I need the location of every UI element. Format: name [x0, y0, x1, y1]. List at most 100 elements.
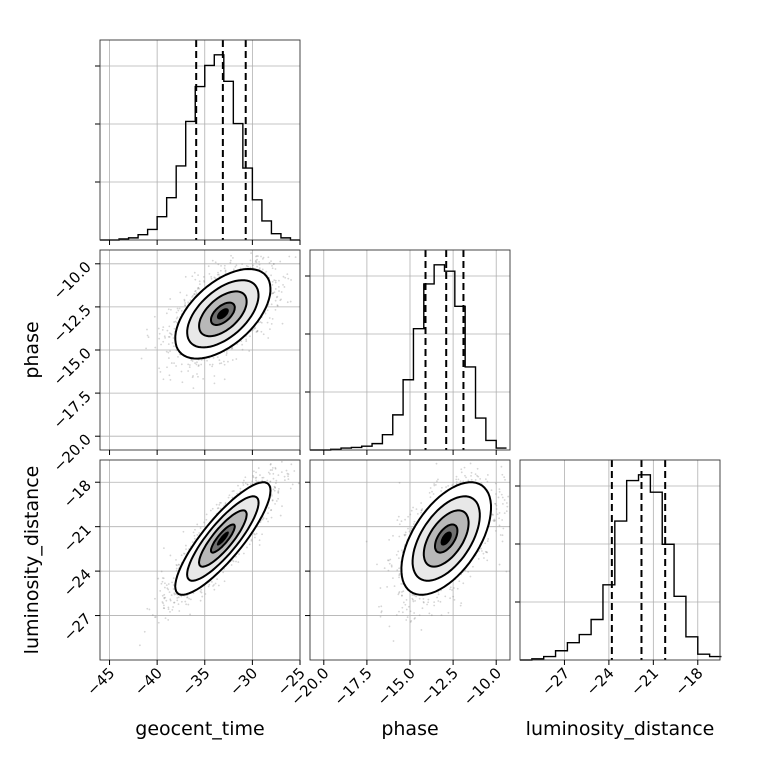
scatter-point	[191, 275, 194, 278]
scatter-point	[259, 474, 261, 476]
scatter-point	[498, 517, 500, 520]
x-tick-label: −40	[131, 664, 166, 699]
scatter-point	[242, 484, 245, 486]
scatter-point	[193, 534, 196, 537]
scatter-point	[183, 552, 186, 555]
scatter-point	[261, 533, 263, 536]
scatter-point	[470, 474, 472, 477]
scatter-point	[272, 488, 275, 491]
scatter-point	[254, 259, 257, 262]
scatter-point	[429, 487, 432, 489]
scatter-point	[234, 265, 237, 268]
scatter-point	[483, 444, 485, 446]
scatter-point	[279, 260, 282, 263]
y-tick-label: −15.0	[50, 344, 95, 389]
scatter-point	[162, 326, 165, 329]
scatter-point	[188, 366, 191, 369]
scatter-point	[388, 538, 391, 541]
scatter-point	[269, 480, 272, 483]
scatter-point	[380, 610, 383, 612]
scatter-point	[242, 482, 244, 484]
scatter-point	[433, 601, 436, 604]
scatter-point	[244, 482, 247, 485]
scatter-point	[491, 513, 494, 516]
scatter-point	[218, 359, 221, 362]
scatter-point	[196, 534, 199, 536]
scatter-point	[178, 564, 180, 566]
scatter-point	[220, 501, 222, 504]
scatter-point	[168, 325, 171, 328]
scatter-point	[146, 334, 149, 337]
scatter-point	[162, 547, 165, 550]
scatter-point	[146, 328, 148, 331]
scatter-point	[502, 527, 505, 530]
scatter-point	[272, 472, 275, 475]
joint-panel-geocent-time-vs-luminosity-distance: −45 −40 −35 −30 −25−27−24−21−18	[60, 459, 309, 699]
scatter-point	[242, 479, 245, 482]
scatter-point	[245, 338, 248, 341]
scatter-point	[494, 503, 497, 505]
scatter-point	[252, 474, 255, 477]
scatter-point	[275, 479, 278, 482]
scatter-point	[167, 583, 170, 585]
scatter-point	[411, 594, 414, 596]
scatter-point	[158, 337, 161, 340]
scatter-point	[269, 480, 272, 483]
scatter-point	[252, 264, 255, 267]
y-tick-label: −10.0	[50, 258, 95, 303]
scatter-point	[427, 598, 430, 601]
scatter-point	[262, 517, 265, 520]
scatter-point	[430, 614, 433, 617]
x-tick-label: −30	[226, 664, 261, 699]
scatter-point	[409, 610, 412, 613]
scatter-point	[398, 481, 401, 484]
scatter-point	[283, 286, 286, 288]
scatter-point	[172, 345, 175, 348]
scatter-point	[188, 364, 191, 366]
contour-line	[174, 481, 272, 596]
scatter-point	[449, 586, 452, 589]
scatter-point	[183, 299, 186, 302]
scatter-point	[498, 490, 501, 493]
scatter-point	[173, 362, 175, 365]
y-tick-label: −24	[60, 565, 95, 600]
scatter-point	[196, 373, 198, 375]
scatter-point	[272, 263, 275, 265]
scatter-point	[211, 363, 214, 366]
scatter-point	[154, 616, 156, 618]
scatter-point	[251, 480, 254, 483]
scatter-point	[180, 370, 183, 373]
scatter-point	[198, 287, 201, 290]
scatter-point	[499, 534, 502, 536]
scatter-point	[184, 304, 187, 307]
scatter-point	[397, 515, 400, 518]
scatter-point	[261, 518, 264, 521]
scatter-point	[387, 569, 390, 572]
scatter-point	[211, 259, 214, 262]
scatter-point	[216, 507, 219, 510]
scatter-point	[281, 505, 283, 508]
scatter-point	[267, 256, 270, 259]
scatter-point	[274, 486, 276, 489]
scatter-point	[269, 463, 272, 466]
scatter-point	[256, 329, 259, 332]
scatter-point	[261, 257, 264, 260]
scatter-point	[290, 279, 292, 281]
scatter-point	[232, 560, 235, 563]
scatter-point	[191, 296, 193, 298]
scatter-point	[501, 473, 504, 476]
scatter-point	[199, 599, 202, 602]
scatter-point	[235, 560, 237, 563]
scatter-point	[270, 516, 273, 519]
scatter-point	[174, 320, 177, 323]
density-peak	[216, 531, 229, 546]
scatter-point	[460, 602, 463, 605]
scatter-point	[160, 582, 163, 585]
scatter-point	[277, 490, 280, 492]
scatter-point	[214, 582, 217, 585]
scatter-point	[225, 354, 228, 356]
scatter-point	[252, 470, 255, 473]
y-tick-label: −21	[60, 521, 95, 556]
scatter-point	[224, 270, 227, 273]
scatter-point	[267, 520, 269, 523]
